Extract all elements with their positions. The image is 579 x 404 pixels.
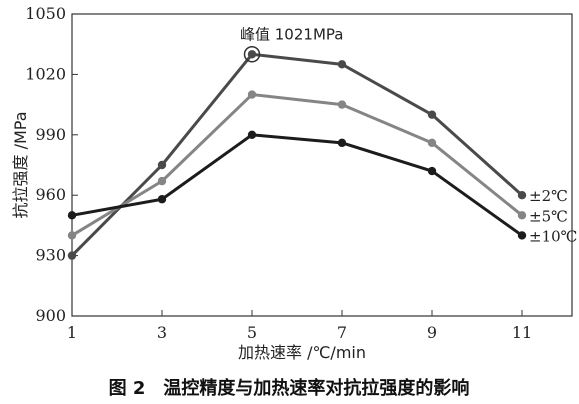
y-tick-label: 1020 [25,64,66,83]
peak-marker-ring [243,46,261,63]
data-point [337,60,347,69]
x-tick-label: 9 [427,323,437,342]
x-tick-label: 1 [67,323,77,342]
data-point [247,90,257,99]
x-tick-label: 7 [337,323,347,342]
y-tick-label: 900 [35,306,66,325]
figure-caption: 图 2 温控精度与加热速率对抗拉强度的影响 [109,377,470,399]
series-label: ±2℃ [529,187,568,205]
series-layer [67,50,527,260]
y-tick-label: 960 [35,185,66,204]
labels: ±2℃ ±5℃ ±10℃ 峰值 1021MPa [240,25,577,245]
data-point [157,160,167,170]
data-point [427,166,437,176]
data-point [67,231,77,240]
peak-annotation: 峰值 1021MPa [240,25,343,43]
series-label: ±10℃ [529,227,577,245]
data-point [67,211,77,220]
data-point [517,231,527,240]
data-point [247,130,257,139]
y-axis-title: 抗拉强度 /MPa [11,111,30,218]
series-2 [67,90,527,240]
data-point [337,100,347,109]
y-tick-label: 930 [35,246,66,265]
series-line [71,133,523,237]
x-tick-label: 11 [512,323,532,342]
x-tick-label: 3 [157,323,167,342]
data-point [337,138,347,148]
series-1 [67,50,527,260]
x-tick-label: 5 [247,323,257,342]
data-point [427,138,437,148]
series-line [70,52,524,257]
plot-frame [71,13,573,317]
data-point [517,191,527,200]
y-tick-label: 990 [35,125,66,144]
data-point [427,110,437,119]
x-axis-title: 加热速率 /℃/min [238,343,366,362]
y-tick-label: 1050 [25,4,66,23]
data-point [67,251,77,260]
series-3 [67,130,527,240]
data-point [157,176,167,186]
data-point [157,195,167,204]
axes: 900 930 960 990 1020 1050 1 3 5 7 9 11 [25,4,573,342]
data-point [517,211,527,220]
series-line [71,93,523,237]
series-label: ±5℃ [529,207,568,225]
data-point [247,50,257,59]
